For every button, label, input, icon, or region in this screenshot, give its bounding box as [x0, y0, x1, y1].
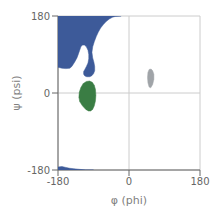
svg-text:0: 0 — [126, 176, 132, 187]
svg-text:-180: -180 — [27, 165, 50, 176]
svg-text:180: 180 — [31, 11, 50, 22]
svg-text:ψ (psi): ψ (psi) — [10, 75, 23, 110]
svg-text:-180: -180 — [47, 176, 70, 187]
svg-text:0: 0 — [44, 88, 50, 99]
svg-text:φ (phi): φ (phi) — [111, 194, 147, 207]
svg-text:180: 180 — [190, 176, 209, 187]
